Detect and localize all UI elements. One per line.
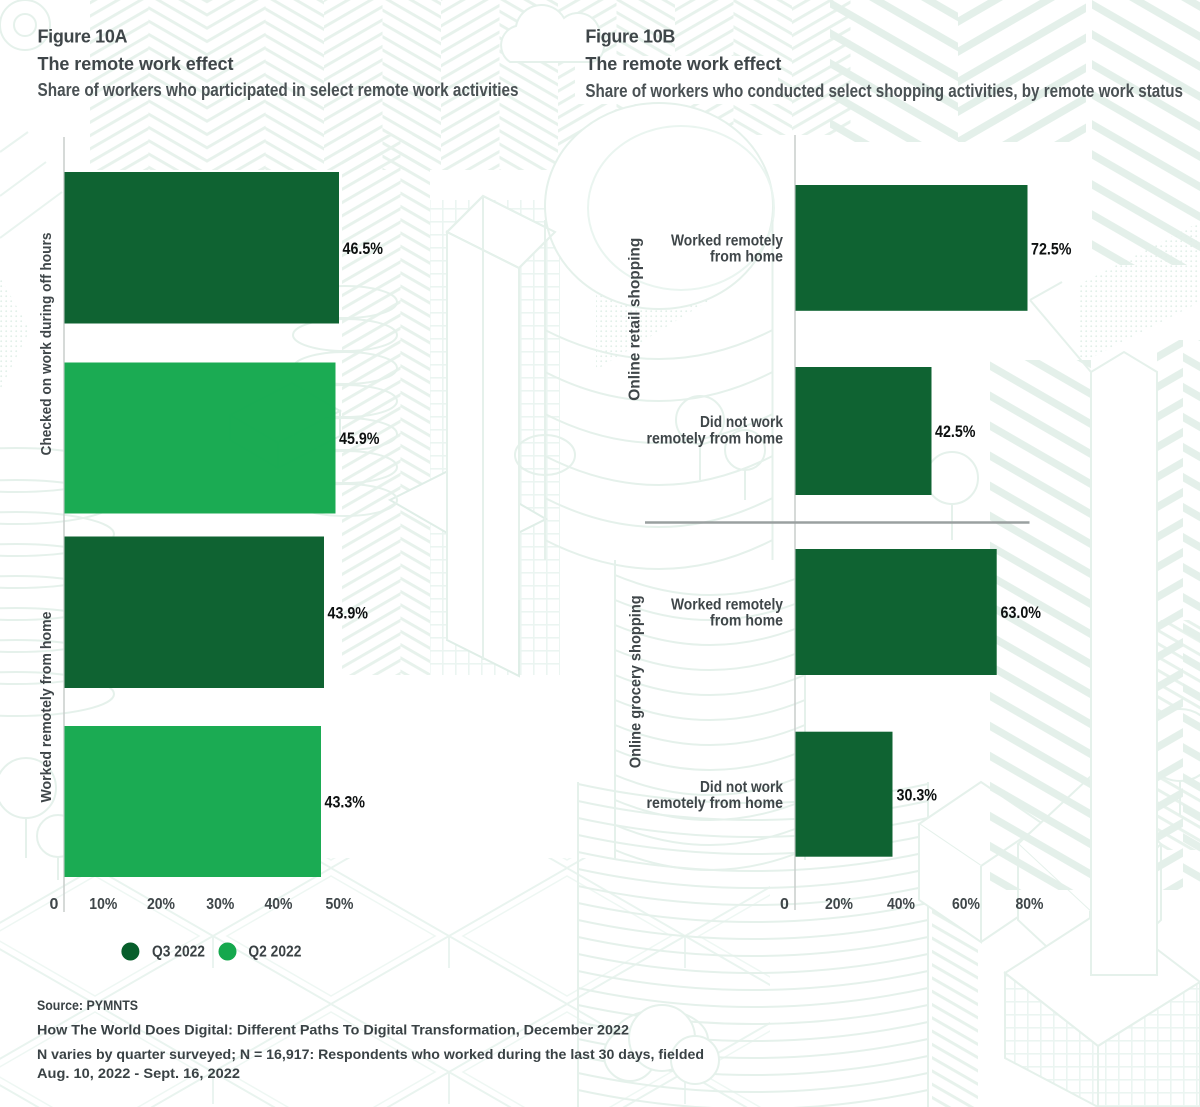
svg-text:Share of workers who conducted: Share of workers who conducted select sh… <box>585 81 1183 101</box>
svg-text:40%: 40% <box>887 896 915 913</box>
svg-text:remotely from home: remotely from home <box>647 795 784 812</box>
svg-text:72.5%: 72.5% <box>1031 240 1072 258</box>
svg-text:Checked on work during off hou: Checked on work during off hours <box>38 233 55 456</box>
svg-text:63.0%: 63.0% <box>1001 604 1042 622</box>
svg-text:Figure 10A: Figure 10A <box>38 27 128 47</box>
svg-text:The remote work effect: The remote work effect <box>585 54 781 74</box>
svg-text:0: 0 <box>780 896 789 913</box>
svg-text:Aug. 10, 2022 - Sept. 16, 2022: Aug. 10, 2022 - Sept. 16, 2022 <box>37 1065 240 1081</box>
svg-text:Worked remotely: Worked remotely <box>671 597 783 614</box>
svg-text:Did not work: Did not work <box>700 779 783 796</box>
svg-text:The remote work effect: The remote work effect <box>38 54 234 74</box>
svg-text:remotely from home: remotely from home <box>647 431 784 448</box>
svg-text:from home: from home <box>710 249 783 266</box>
svg-text:46.5%: 46.5% <box>343 240 384 258</box>
svg-text:30%: 30% <box>206 896 234 913</box>
svg-text:42.5%: 42.5% <box>935 423 976 441</box>
svg-text:Online grocery shopping: Online grocery shopping <box>627 595 644 768</box>
svg-text:0: 0 <box>50 896 59 913</box>
svg-text:Share of workers who participa: Share of workers who participated in sel… <box>38 80 519 100</box>
svg-text:45.9%: 45.9% <box>339 430 380 448</box>
svg-text:43.3%: 43.3% <box>325 794 366 812</box>
svg-text:Figure 10B: Figure 10B <box>585 26 675 46</box>
svg-text:80%: 80% <box>1016 896 1044 913</box>
svg-text:50%: 50% <box>326 896 354 913</box>
svg-text:20%: 20% <box>147 896 175 913</box>
svg-text:60%: 60% <box>952 896 980 913</box>
svg-text:Q3 2022: Q3 2022 <box>152 944 205 961</box>
svg-text:Q2 2022: Q2 2022 <box>248 944 301 961</box>
svg-text:Online retail shopping: Online retail shopping <box>627 238 644 401</box>
svg-text:43.9%: 43.9% <box>328 604 369 622</box>
svg-text:Worked remotely from home: Worked remotely from home <box>38 612 55 803</box>
svg-text:Source: PYMNTS: Source: PYMNTS <box>37 997 138 1013</box>
svg-text:N varies by quarter surveyed;: N varies by quarter surveyed; N = 16,917… <box>37 1046 704 1062</box>
svg-text:How The World Does Digital: Di: How The World Does Digital: Different Pa… <box>37 1022 629 1038</box>
svg-text:from home: from home <box>710 613 783 630</box>
svg-text:20%: 20% <box>825 896 853 913</box>
svg-text:Worked remotely: Worked remotely <box>671 233 783 250</box>
svg-text:Did not work: Did not work <box>700 414 783 431</box>
svg-text:40%: 40% <box>265 896 293 913</box>
svg-text:30.3%: 30.3% <box>897 786 938 804</box>
svg-text:10%: 10% <box>89 896 117 913</box>
